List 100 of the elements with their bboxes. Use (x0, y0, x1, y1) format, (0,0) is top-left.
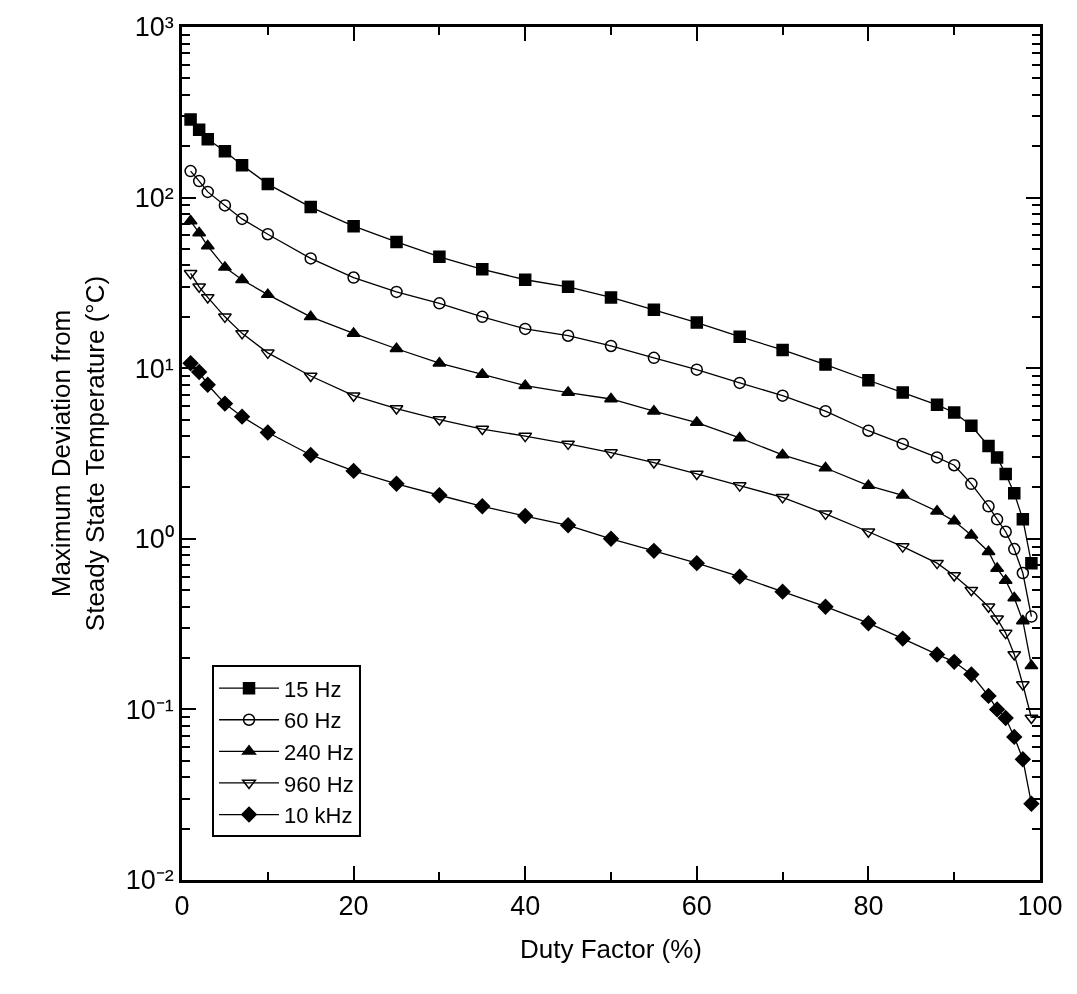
point (1024, 659, 1039, 670)
point (818, 461, 833, 472)
point (302, 447, 319, 463)
point (860, 615, 877, 632)
point (862, 373, 875, 387)
point (184, 164, 197, 178)
point (947, 406, 961, 419)
point (218, 144, 232, 158)
point (201, 185, 214, 199)
point (476, 263, 489, 276)
point (647, 351, 661, 365)
point (688, 555, 705, 572)
point (999, 525, 1012, 538)
point (947, 571, 962, 582)
point (200, 293, 215, 304)
point (433, 297, 446, 310)
point (390, 285, 403, 299)
x-tick-label: 100 (1017, 891, 1063, 922)
point (560, 517, 576, 534)
point (347, 271, 360, 284)
point (303, 372, 318, 383)
x-tick-label: 80 (853, 891, 884, 922)
point (997, 710, 1014, 726)
x-tick-label: 60 (681, 891, 712, 922)
point (775, 448, 790, 459)
point (604, 339, 618, 353)
point (982, 439, 995, 453)
point (862, 424, 875, 437)
point (733, 376, 746, 390)
point (689, 416, 704, 427)
legend-label: 10 kHz (284, 803, 353, 829)
y-tick-label: 10³ (134, 12, 174, 43)
point (980, 687, 997, 704)
point (929, 646, 945, 663)
point (431, 487, 448, 504)
point (930, 451, 944, 464)
point (896, 386, 909, 399)
point (1015, 680, 1030, 691)
point (192, 283, 207, 294)
point (989, 701, 1005, 718)
point (647, 303, 661, 317)
point (818, 510, 833, 521)
point (690, 316, 704, 329)
point (776, 343, 789, 357)
point (388, 475, 405, 492)
point (1025, 556, 1038, 570)
point (184, 113, 197, 126)
point (217, 313, 232, 324)
point (218, 199, 232, 212)
point (432, 356, 447, 367)
point (518, 379, 533, 390)
point (304, 200, 317, 214)
x-tick-label: 0 (174, 891, 190, 922)
point (517, 508, 534, 524)
point (1016, 566, 1030, 580)
point (930, 398, 944, 412)
point (235, 212, 249, 226)
point (896, 437, 909, 451)
point (476, 310, 489, 324)
point (260, 349, 275, 360)
point (946, 653, 963, 670)
point (561, 386, 576, 397)
point (603, 530, 619, 547)
point (990, 513, 1004, 526)
y-axis-title: Maximum Deviation from Steady State Temperature (°C) (46, 275, 111, 632)
legend-label: 240 Hz (284, 739, 354, 765)
point (1023, 795, 1040, 812)
point (965, 477, 978, 491)
point (732, 431, 747, 442)
y-tick-label: 10⁻¹ (125, 694, 174, 725)
point (1014, 751, 1031, 768)
point (261, 177, 275, 191)
point (604, 291, 618, 304)
point (234, 408, 250, 425)
point (474, 498, 491, 515)
point (646, 542, 662, 559)
point (433, 250, 446, 264)
point (646, 404, 661, 415)
point (947, 514, 962, 525)
point (518, 273, 532, 286)
point (990, 451, 1004, 464)
point (775, 493, 790, 504)
legend-label: 15 Hz (284, 676, 342, 702)
point (261, 227, 275, 241)
legend-label: 60 Hz (284, 708, 342, 734)
point (689, 470, 704, 481)
point (1015, 614, 1030, 625)
x-tick-label: 40 (510, 891, 541, 922)
point (690, 363, 704, 376)
point (304, 252, 317, 265)
point (389, 342, 404, 353)
point (1024, 714, 1039, 725)
point (817, 598, 834, 615)
point (260, 288, 275, 299)
point (1007, 650, 1022, 661)
point (1006, 728, 1023, 745)
point (200, 239, 215, 250)
point (561, 440, 576, 451)
point (776, 389, 789, 402)
point (217, 395, 233, 412)
